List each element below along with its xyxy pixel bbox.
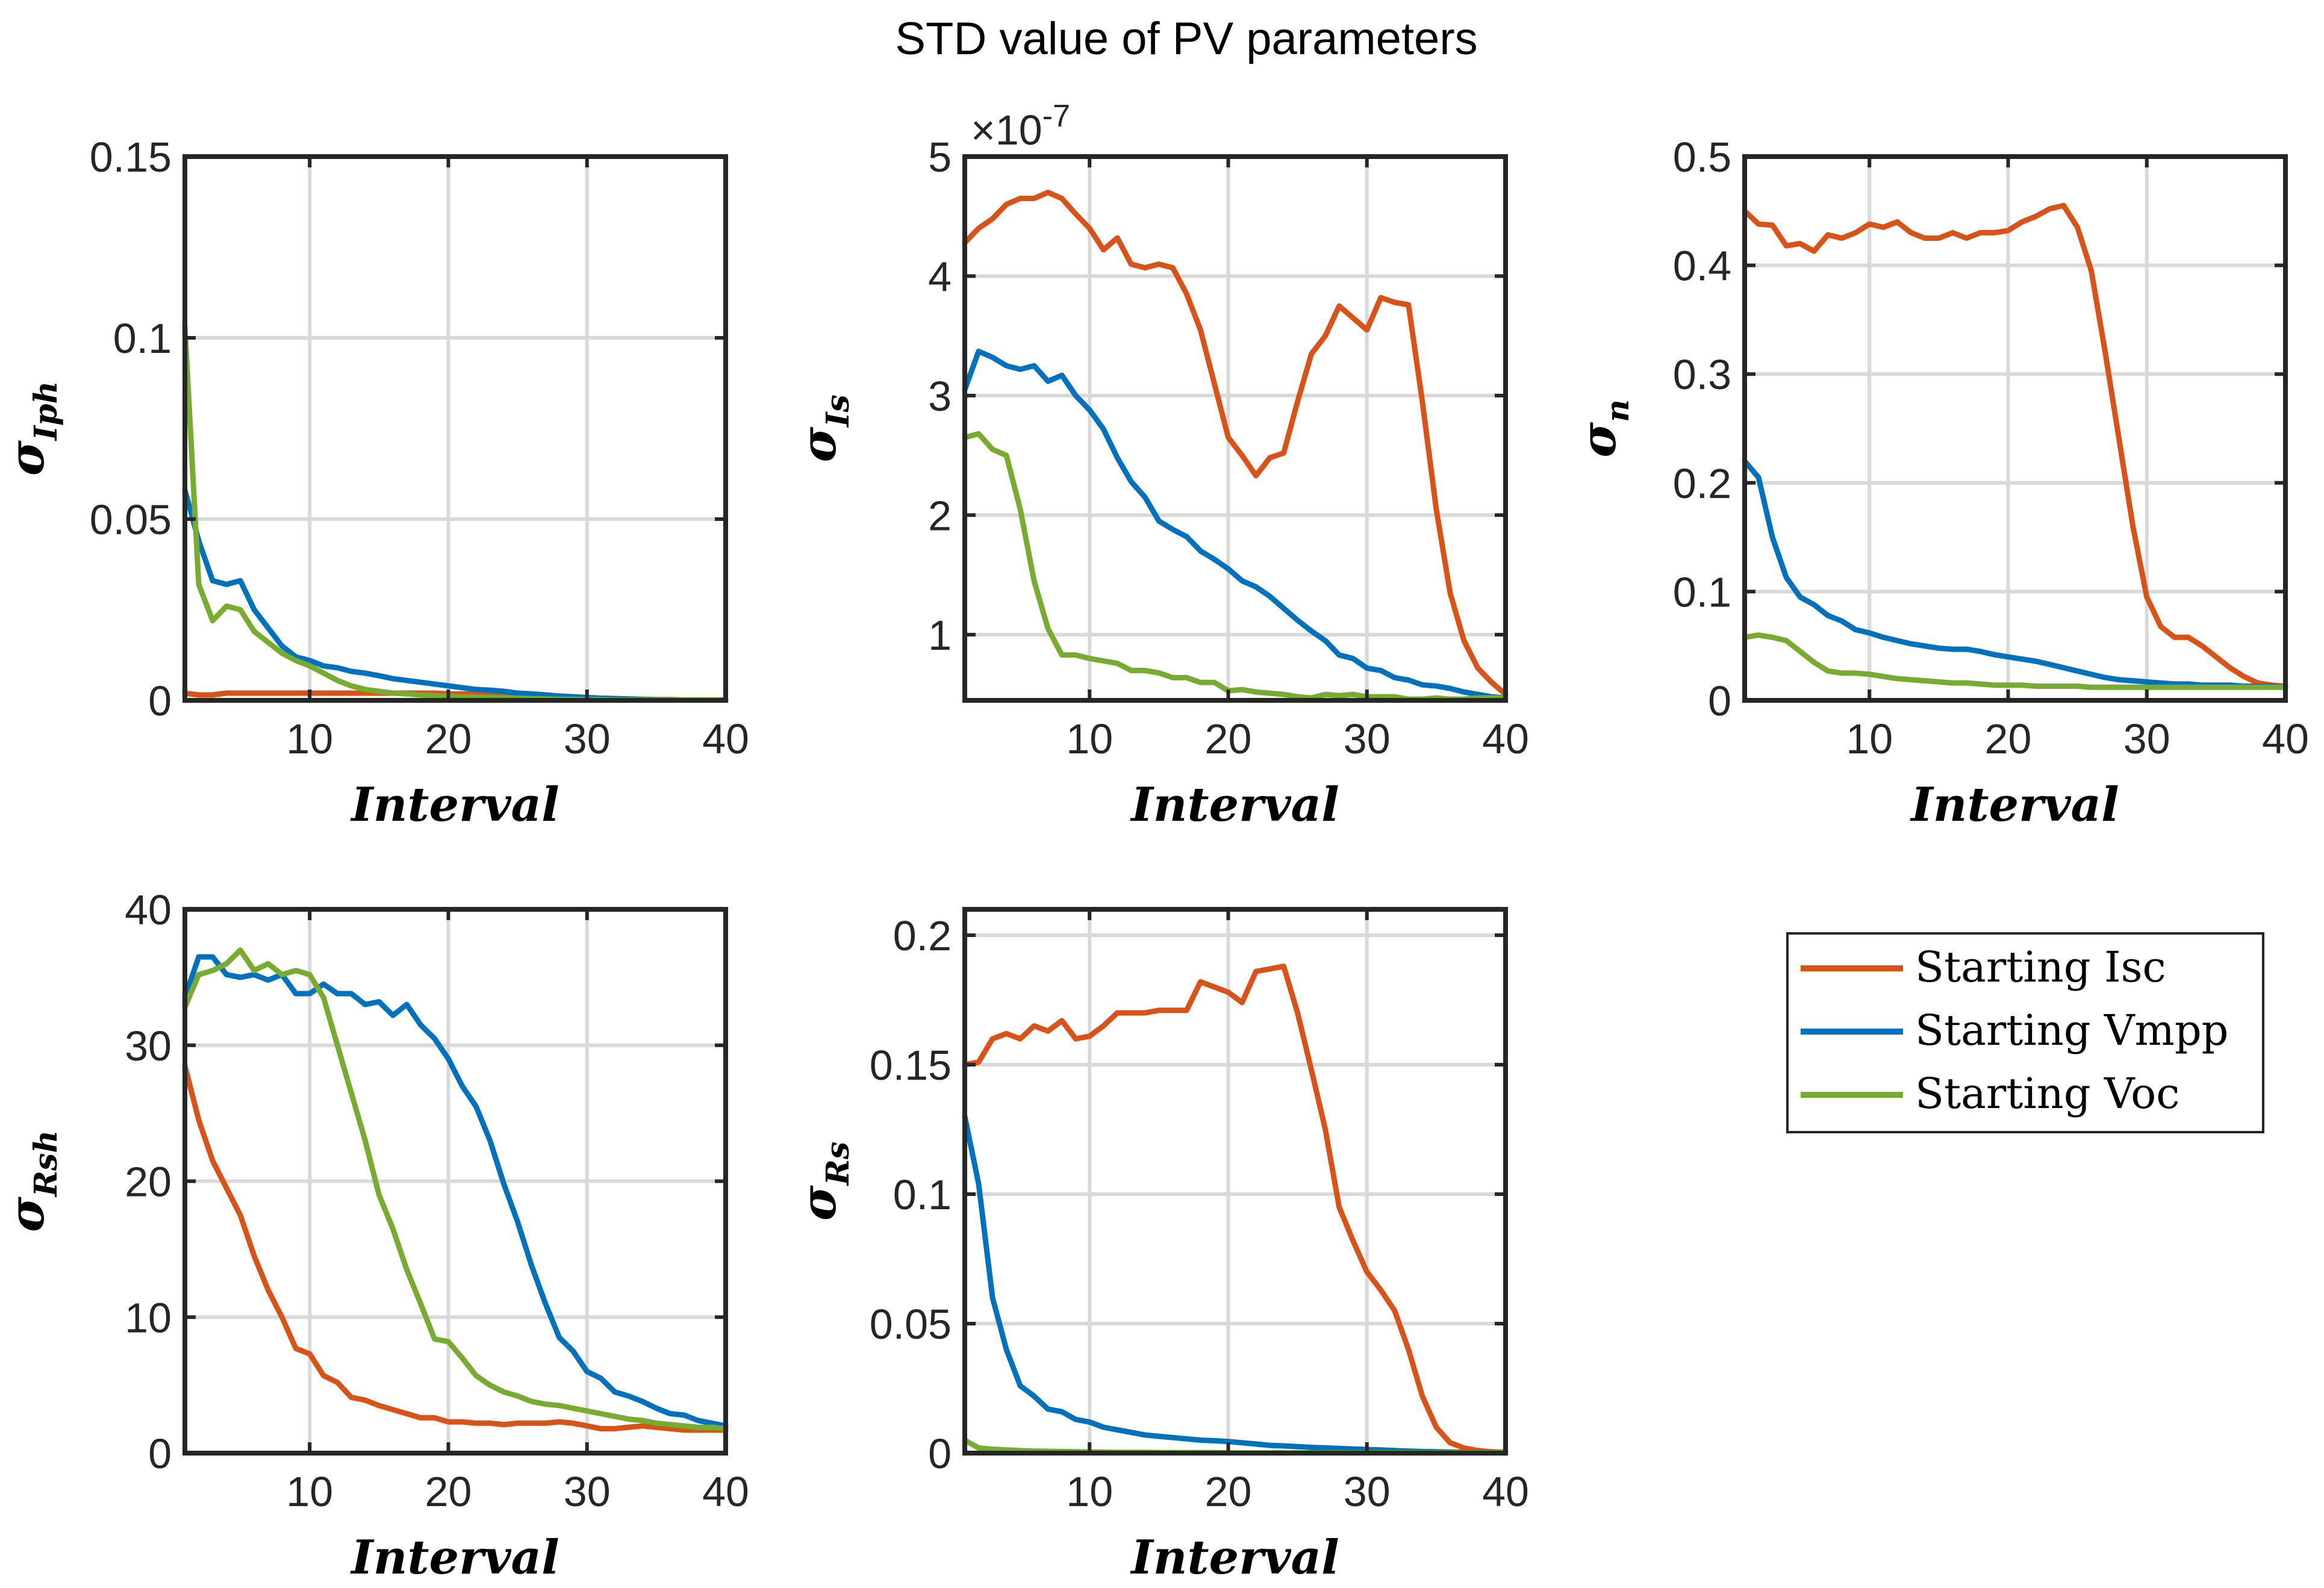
y-tick-label: 0.3 [1673, 351, 1731, 398]
series-line-vmpp [1742, 458, 2288, 690]
y-tick-label: 0 [928, 1430, 952, 1477]
legend-label-voc: Starting Voc [1915, 1069, 2179, 1118]
x-tick-label: 10 [1066, 1468, 1113, 1515]
y-tick-label: 0.1 [113, 315, 172, 362]
series-line-vmpp [182, 487, 729, 703]
x-tick-label: 20 [425, 1468, 472, 1515]
axes-1: 10 20 30 40 0 0.05 0.1 0.15 Interval σIph [0, 134, 749, 832]
x-tick-label: 20 [1985, 715, 2032, 762]
y-tick-label: 0.15 [90, 134, 172, 181]
x-axis-label: Interval [350, 1530, 559, 1585]
series-line-isc [962, 964, 1509, 1456]
x-tick-label: 30 [1344, 1468, 1391, 1515]
figure-title: STD value of PV parameters [895, 13, 1477, 64]
x-axis-label: Interval [1130, 777, 1339, 832]
series-line-isc [962, 190, 1509, 697]
y-tick-label: 0.1 [1673, 568, 1731, 615]
x-tick-label: 40 [1482, 715, 1529, 762]
y-tick-label: 0.1 [893, 1171, 952, 1218]
y-axis-label: σRsh [0, 1130, 64, 1232]
legend-label-vmpp: Starting Vmpp [1915, 1006, 2229, 1055]
y-tick-label: 0 [1708, 677, 1731, 724]
y-tick-label: 0 [148, 1430, 172, 1477]
axes-5: 10 20 30 40 0 0.05 0.1 0.15 0.2 Interval σRs [790, 907, 1529, 1585]
x-tick-label: 10 [286, 715, 333, 762]
series-line-voc [962, 431, 1509, 702]
series-line-vmpp [962, 349, 1509, 701]
y-axis-label: σn [1570, 399, 1636, 458]
y-tick-label: 3 [928, 373, 952, 420]
x-tick-label: 40 [1482, 1468, 1529, 1515]
axes-frame [1742, 154, 2288, 703]
x-tick-label: 10 [1846, 715, 1893, 762]
y-tick-label: 0.2 [1673, 460, 1731, 507]
y-tick-label: 10 [125, 1294, 172, 1341]
x-tick-label: 20 [1205, 715, 1252, 762]
y-tick-label: 30 [125, 1023, 172, 1070]
x-tick-label: 40 [702, 715, 749, 762]
y-tick-label: 0.4 [1673, 243, 1731, 290]
y-tick-label: 0.2 [893, 912, 952, 959]
x-tick-label: 20 [425, 715, 472, 762]
x-tick-label: 40 [2262, 715, 2309, 762]
series-line-voc [1742, 632, 2288, 690]
series-line-isc [1742, 202, 2288, 689]
series-line-voc [182, 324, 729, 703]
y-tick-label: 20 [125, 1159, 172, 1206]
axes-4: 10 20 30 40 0 10 20 30 40 Interval σRsh [0, 886, 749, 1585]
x-tick-label: 30 [564, 1468, 611, 1515]
y-tick-label: 4 [928, 253, 952, 300]
series-line-vmpp [182, 954, 729, 1429]
x-tick-label: 10 [286, 1468, 333, 1515]
x-tick-label: 20 [1205, 1468, 1252, 1515]
x-tick-label: 10 [1066, 715, 1113, 762]
x-tick-label: 30 [564, 715, 611, 762]
axes-2: 10 20 30 40 1 2 3 4 5 ×10-7 Interval σIs [790, 99, 1529, 832]
y-axis-label: σRs [790, 1142, 856, 1221]
x-axis-label: Interval [350, 777, 559, 832]
y-tick-label: 2 [928, 492, 952, 539]
y-tick-label: 0.15 [870, 1042, 952, 1089]
y-tick-label: 0.05 [870, 1301, 952, 1348]
y-tick-label: 40 [125, 886, 172, 933]
axes-3: 10 20 30 40 0 0.1 0.2 0.3 0.4 0.5 Interval σn [1570, 134, 2309, 832]
x-tick-label: 40 [702, 1468, 749, 1515]
x-tick-label: 30 [1344, 715, 1391, 762]
y-tick-label: 0.05 [90, 496, 172, 543]
y-tick-label: 0 [148, 677, 172, 724]
y-axis-label: σIph [0, 381, 64, 476]
x-axis-label: Interval [1910, 777, 2119, 832]
series-line-isc [182, 1063, 729, 1433]
y-tick-label: 1 [928, 612, 952, 659]
legend: Starting Isc Starting Vmpp Starting Voc [1786, 932, 2264, 1133]
axes-frame [962, 907, 1508, 1456]
y-tick-label: 5 [928, 134, 952, 181]
legend-label-isc: Starting Isc [1915, 942, 2166, 992]
axes-frame [962, 154, 1508, 703]
y-exponent-label: ×10-7 [971, 99, 1070, 154]
x-tick-label: 30 [2123, 715, 2170, 762]
x-axis-label: Interval [1130, 1530, 1339, 1585]
series-line-voc [182, 947, 729, 1431]
y-axis-label: σIs [790, 394, 856, 462]
axes-frame [182, 154, 728, 703]
y-tick-label: 0.5 [1673, 134, 1731, 181]
